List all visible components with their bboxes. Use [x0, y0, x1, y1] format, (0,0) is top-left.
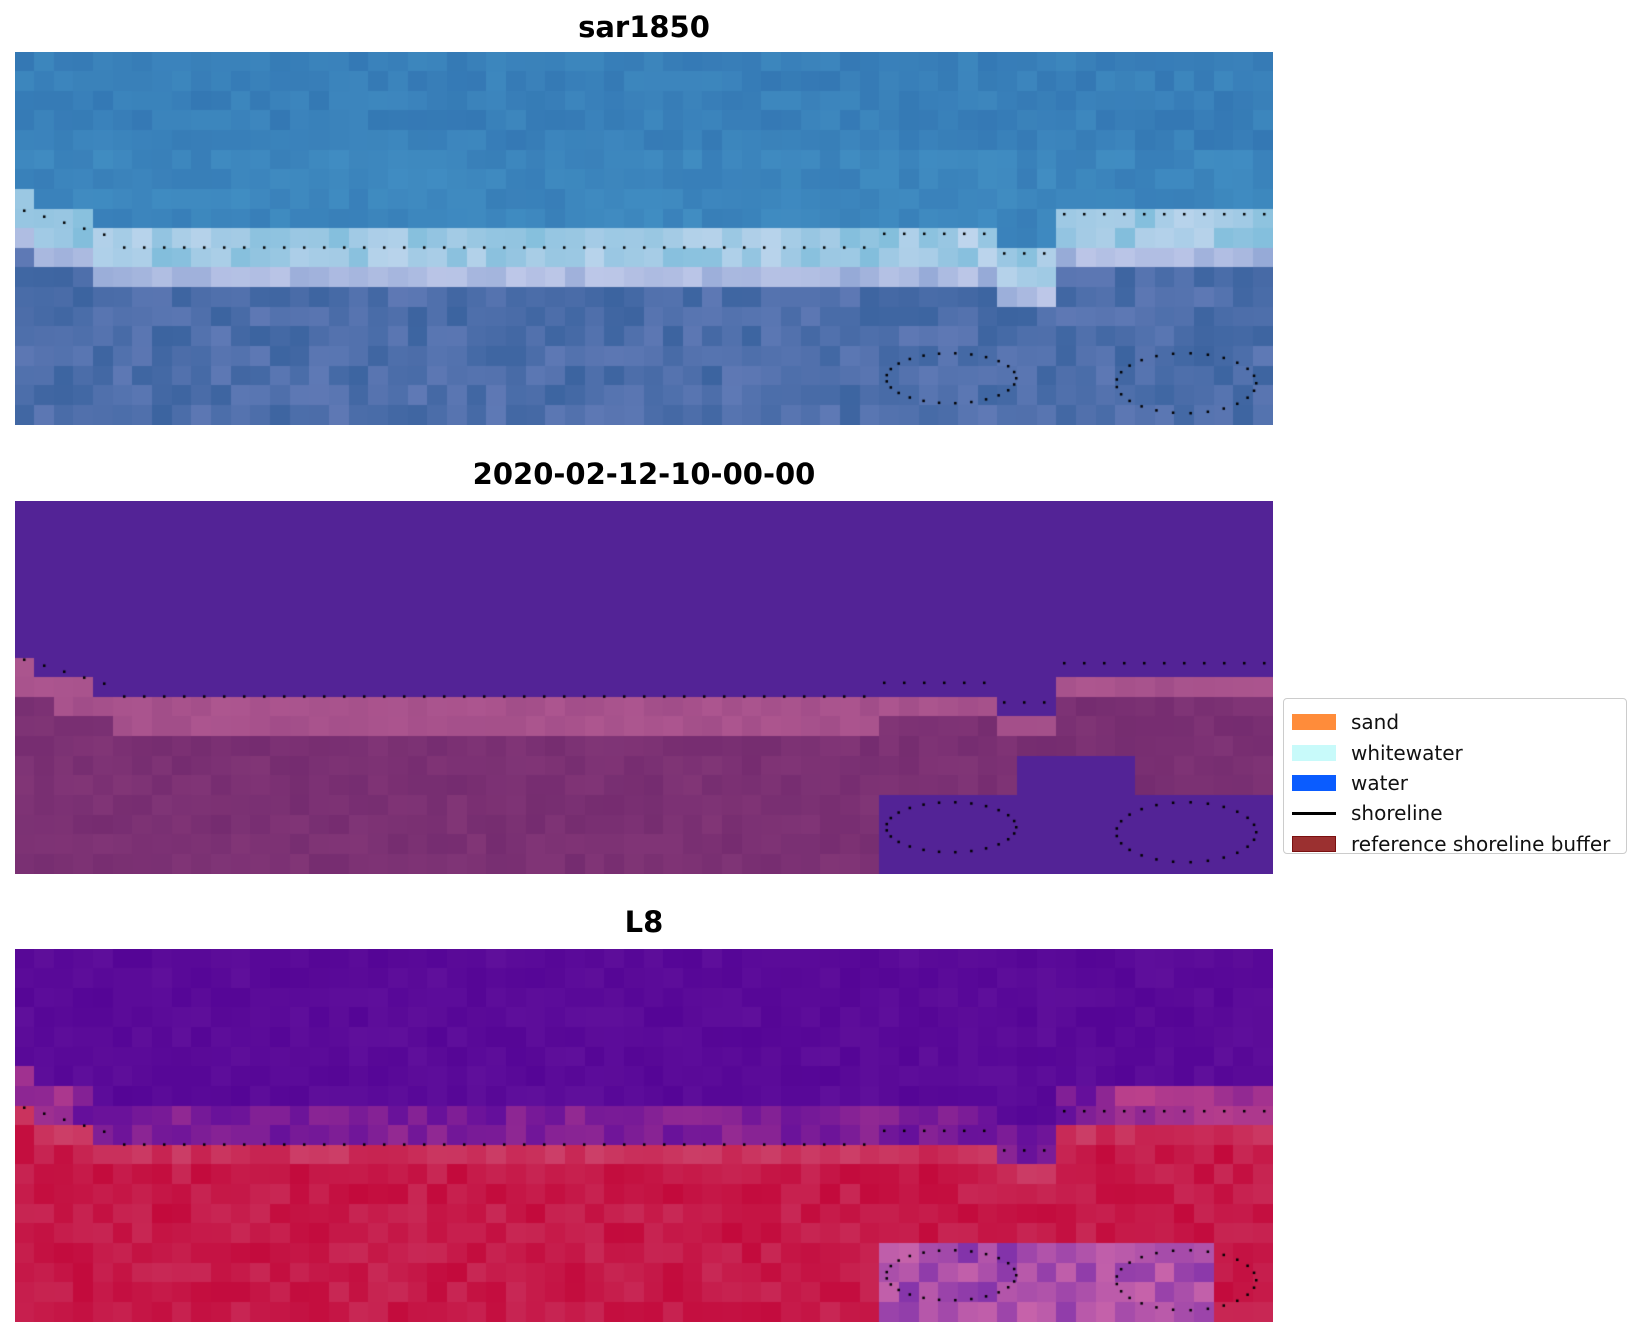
legend-item-sand: sand: [1292, 707, 1626, 737]
legend-item-water: water: [1292, 768, 1626, 798]
panel-title-sar1850: sar1850: [578, 10, 710, 44]
whitewater-swatch: [1292, 744, 1336, 761]
legend-label: sand: [1351, 710, 1400, 735]
legend: sand whitewater water shoreline referenc…: [1283, 698, 1627, 856]
sar-rgb-image: [15, 52, 1273, 425]
l8-index-image: [15, 949, 1273, 1322]
water-swatch: [1292, 774, 1336, 791]
classified-image: [15, 501, 1273, 874]
legend-item-shoreline: shoreline: [1292, 798, 1626, 828]
buffer-swatch: [1292, 835, 1336, 852]
legend-label: whitewater: [1351, 740, 1463, 765]
legend-label: water: [1351, 770, 1408, 795]
sand-swatch: [1292, 714, 1336, 731]
shoreline-line-icon: [1292, 811, 1336, 815]
legend-item-whitewater: whitewater: [1292, 737, 1626, 767]
legend-label: reference shoreline buffer: [1351, 831, 1611, 856]
panel-title-l8: L8: [624, 905, 664, 939]
legend-label: shoreline: [1351, 801, 1443, 826]
panel-title-classification: 2020-02-12-10-00-00: [472, 457, 816, 491]
legend-item-reference-buffer: reference shoreline buffer: [1292, 829, 1626, 859]
